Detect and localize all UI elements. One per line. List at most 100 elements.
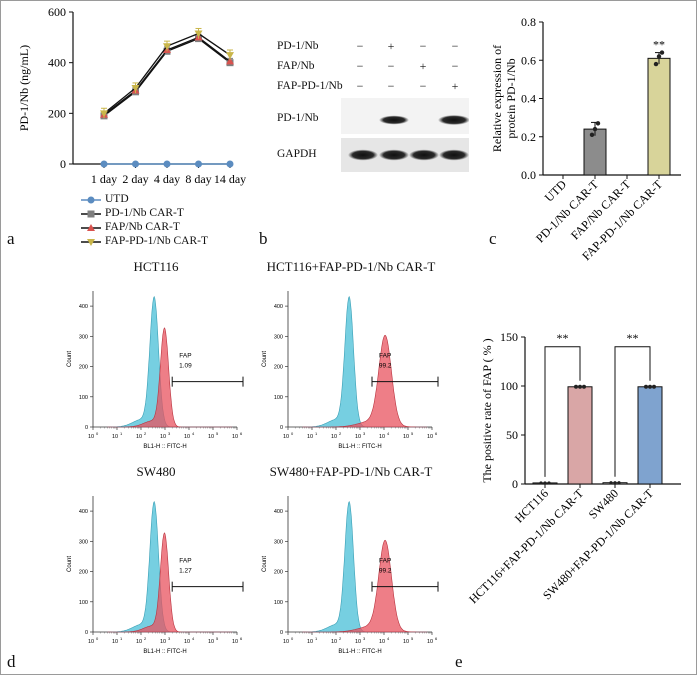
data-point bbox=[578, 384, 582, 389]
x-axis-title: BL1-H :: FITC-H bbox=[338, 649, 381, 655]
x-axis-title: BL1-H :: FITC-H bbox=[338, 444, 381, 450]
x-tick-label: 2 day bbox=[122, 172, 148, 186]
y-tick-label: 400 bbox=[79, 304, 88, 310]
y-tick-label: 0 bbox=[85, 425, 88, 431]
y-tick-label: 100 bbox=[274, 395, 283, 401]
x-tick-exponent: 5 bbox=[411, 431, 414, 436]
x-tick-exponent: 6 bbox=[435, 431, 438, 436]
significance-label: ** bbox=[557, 331, 569, 345]
data-point bbox=[539, 481, 543, 485]
x-tick-label: 10 bbox=[136, 434, 142, 440]
y-axis-title: Count bbox=[262, 556, 268, 572]
x-tick-label: 10 bbox=[184, 434, 190, 440]
blot-band bbox=[409, 149, 439, 161]
x-tick-label: 10 bbox=[184, 639, 190, 645]
blot-sign: − bbox=[451, 39, 459, 53]
line-chart-a: 0 200 400 600 1 day 2 day 4 day 8 day 14 day PD-1… bbox=[17, 5, 246, 186]
x-tick-label: 8 day bbox=[185, 172, 211, 186]
x-tick-label: 10 bbox=[379, 639, 385, 645]
x-tick-exponent: 1 bbox=[315, 431, 318, 436]
data-point bbox=[609, 481, 613, 485]
blot-sign: − bbox=[387, 59, 395, 73]
y-tick-label: 0 bbox=[280, 425, 283, 431]
flow-title-hct116-car: HCT116+FAP-PD-1/Nb CAR-T bbox=[266, 259, 436, 274]
y-tick-label: 200 bbox=[274, 365, 283, 371]
x-axis-title: BL1-H :: FITC-H bbox=[143, 444, 186, 450]
blot-band-label-pd1: PD-1/Nb bbox=[277, 112, 319, 124]
y-tick-label: 0 bbox=[85, 630, 88, 636]
y-tick-label: 100 bbox=[79, 395, 88, 401]
x-tick-label: 10 bbox=[88, 434, 94, 440]
blot-band bbox=[439, 149, 469, 161]
data-point bbox=[226, 160, 234, 168]
data-point bbox=[574, 384, 578, 389]
y-tick-label: 0 bbox=[512, 477, 518, 491]
histogram-treated bbox=[107, 327, 233, 428]
x-tick-label: 10 bbox=[379, 434, 385, 440]
gate-value: 99.2 bbox=[379, 363, 392, 370]
data-point bbox=[589, 132, 595, 138]
x-tick-exponent: 1 bbox=[120, 431, 123, 436]
y-tick-label: 0 bbox=[60, 157, 66, 171]
legend-marker-pd1 bbox=[81, 210, 101, 218]
data-point bbox=[648, 384, 652, 389]
blot-sign: − bbox=[356, 39, 364, 53]
gate-label: FAP bbox=[379, 558, 391, 565]
y-tick-label: 300 bbox=[79, 334, 88, 340]
histogram-treated bbox=[107, 532, 233, 633]
x-tick-label: 10 bbox=[427, 434, 433, 440]
x-tick-exponent: 4 bbox=[192, 431, 195, 436]
flow-histogram-sw480-car: 0100200300400Count100101102103104105106B… bbox=[262, 496, 439, 655]
histogram-control bbox=[302, 295, 428, 428]
y-axis-title: Relative expression of bbox=[490, 45, 504, 152]
y-axis-title: Count bbox=[67, 351, 73, 367]
x-tick-label: 10 bbox=[331, 639, 337, 645]
y-tick-label: 400 bbox=[79, 509, 88, 515]
x-tick-label: 10 bbox=[208, 639, 214, 645]
y-tick-label: 400 bbox=[274, 509, 283, 515]
x-tick-exponent: 2 bbox=[144, 636, 147, 641]
data-point bbox=[582, 384, 586, 389]
data-point bbox=[100, 110, 108, 118]
x-tick-label: 10 bbox=[403, 434, 409, 440]
y-tick-label: 200 bbox=[79, 570, 88, 576]
y-tick-label: 600 bbox=[48, 5, 66, 19]
blot-row-label-pd1: PD-1/Nb bbox=[277, 40, 319, 52]
blot-sign: + bbox=[387, 39, 395, 53]
x-tick-exponent: 2 bbox=[144, 431, 147, 436]
blot-band bbox=[379, 149, 409, 161]
panel-letter-e: e bbox=[455, 652, 463, 671]
panel-letter-c: c bbox=[489, 229, 497, 248]
x-tick-exponent: 2 bbox=[339, 431, 342, 436]
x-tick-label: 1 day bbox=[91, 172, 117, 186]
data-point bbox=[644, 384, 648, 389]
data-point bbox=[617, 481, 621, 485]
y-tick-label: 200 bbox=[79, 365, 88, 371]
y-axis-title: protein PD-1/Nb bbox=[504, 58, 518, 138]
x-tick-exponent: 1 bbox=[315, 636, 318, 641]
x-tick-exponent: 5 bbox=[411, 636, 414, 641]
data-point bbox=[163, 43, 171, 51]
y-tick-label: 100 bbox=[274, 600, 283, 606]
x-tick-label: 10 bbox=[403, 639, 409, 645]
blot-sign: − bbox=[387, 79, 395, 93]
x-tick-label: 10 bbox=[232, 434, 238, 440]
flow-title-sw480-car: SW480+FAP-PD-1/Nb CAR-T bbox=[269, 464, 433, 479]
x-tick-exponent: 0 bbox=[291, 636, 294, 641]
x-tick-exponent: 0 bbox=[96, 431, 99, 436]
x-tick-exponent: 4 bbox=[192, 636, 195, 641]
blot-band-label-gapdh: GAPDH bbox=[277, 148, 317, 160]
data-point bbox=[100, 160, 108, 168]
x-tick-exponent: 4 bbox=[387, 431, 390, 436]
y-tick-label: 200 bbox=[48, 106, 66, 120]
x-tick-label: 10 bbox=[232, 639, 238, 645]
y-tick-label: 300 bbox=[274, 334, 283, 340]
x-tick-exponent: 3 bbox=[363, 636, 366, 641]
data-point bbox=[595, 121, 601, 126]
data-point bbox=[226, 57, 234, 65]
blot-sign: − bbox=[356, 59, 364, 73]
flow-histogram-sw480: 0100200300400Count100101102103104105106B… bbox=[67, 496, 244, 655]
x-tick-exponent: 2 bbox=[339, 636, 342, 641]
x-axis-title: BL1-H :: FITC-H bbox=[143, 649, 186, 655]
